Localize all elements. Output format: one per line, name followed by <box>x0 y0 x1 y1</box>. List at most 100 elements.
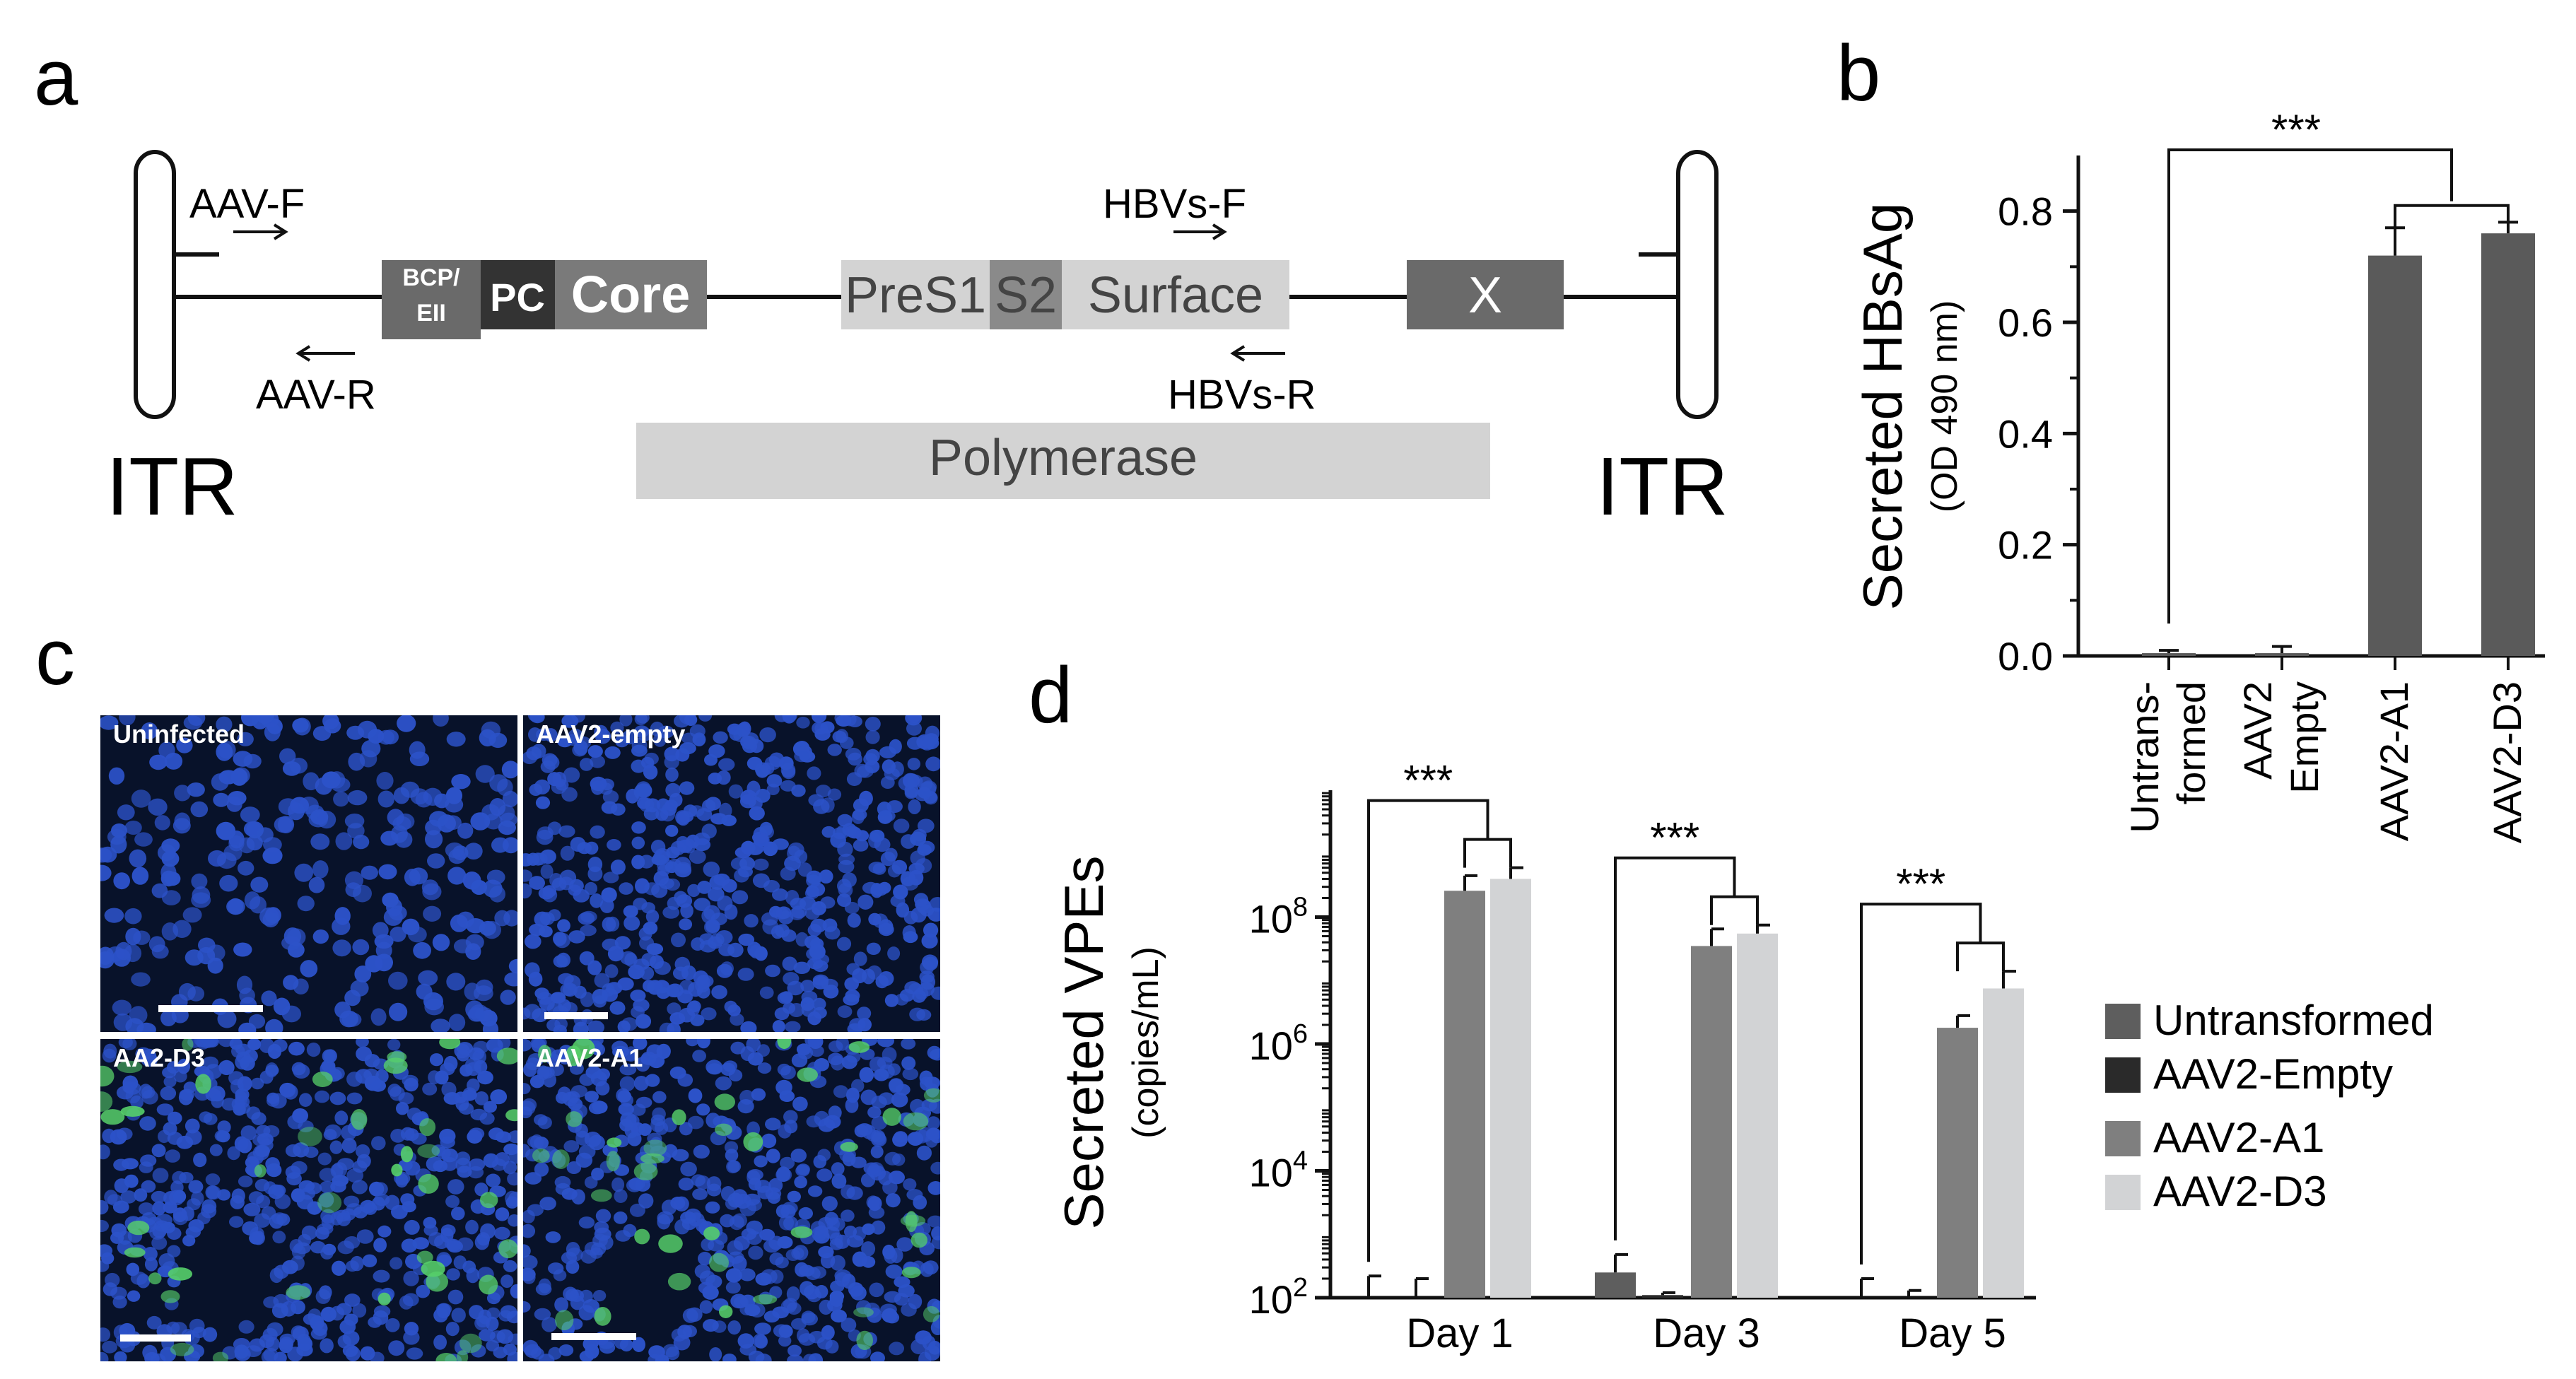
nucleus <box>237 732 254 746</box>
nucleus <box>119 715 136 726</box>
nucleus <box>322 715 339 729</box>
nucleus <box>677 811 694 823</box>
nucleus <box>790 1149 807 1163</box>
y-tick-label: 102 <box>1249 1273 1308 1322</box>
nucleus <box>209 1144 223 1156</box>
nucleus <box>861 1241 876 1257</box>
nucleus <box>595 728 611 744</box>
nucleus <box>269 1214 284 1229</box>
nucleus <box>884 768 900 780</box>
nucleus <box>775 1257 789 1269</box>
nucleus <box>315 1227 330 1240</box>
nucleus <box>523 869 533 882</box>
nucleus <box>523 1244 531 1258</box>
nucleus <box>554 1297 568 1313</box>
nucleus <box>377 1225 392 1238</box>
nucleus <box>372 922 389 939</box>
nucleus <box>336 1303 352 1315</box>
nucleus <box>527 715 545 722</box>
nucleus <box>273 997 291 1016</box>
nucleus <box>445 1322 459 1337</box>
nucleus <box>865 760 880 773</box>
nucleus <box>297 896 315 912</box>
gfp-cell <box>496 1048 517 1064</box>
nucleus <box>732 890 749 905</box>
gfp-cell <box>714 1093 735 1110</box>
nucleus <box>274 1351 287 1361</box>
nucleus <box>298 1093 312 1107</box>
nucleus <box>142 1048 157 1064</box>
significance-bracket <box>1463 838 1512 868</box>
nucleus <box>755 1354 772 1361</box>
nucleus <box>395 1173 409 1188</box>
micro-tile-label: Uninfected <box>113 720 245 749</box>
nucleus <box>203 1113 218 1125</box>
significance-stars: *** <box>1403 757 1453 804</box>
cell-field <box>100 715 517 1032</box>
nucleus <box>719 802 732 818</box>
nucleus <box>757 1062 772 1074</box>
gfp-cell <box>607 1137 622 1148</box>
nucleus <box>403 1270 419 1286</box>
nucleus <box>727 1160 742 1173</box>
nucleus <box>781 929 797 942</box>
gfp-cell <box>634 1228 650 1245</box>
chart-b: 0.0 0.2 0.4 0.6 0.8 Secreted HBsAg (OD 490 nm)… <box>1851 106 2545 843</box>
panel-letter-d: d <box>1029 651 1072 739</box>
gfp-cell <box>555 1310 574 1331</box>
gfp-cell <box>120 1105 145 1117</box>
nucleus <box>590 755 605 768</box>
nucleus <box>231 1098 245 1110</box>
nucleus <box>134 832 153 847</box>
nucleus <box>288 1041 305 1056</box>
bcp-label-line2: EII <box>416 300 446 327</box>
nucleus <box>300 960 318 978</box>
nucleus <box>805 1267 821 1281</box>
nucleus <box>829 1238 843 1250</box>
nucleus <box>250 876 269 893</box>
nucleus <box>523 1106 532 1119</box>
gfp-cell <box>903 1112 929 1131</box>
nucleus <box>631 836 645 850</box>
nucleus <box>292 1108 308 1123</box>
nucleus <box>614 936 631 950</box>
nucleus <box>757 1185 773 1199</box>
nucleus <box>446 973 466 991</box>
nucleus <box>568 884 582 896</box>
nucleus <box>879 746 896 758</box>
nucleus <box>816 1168 833 1182</box>
nucleus <box>621 729 638 745</box>
nucleus <box>131 790 151 808</box>
surface-block <box>1062 260 1289 329</box>
gfp-cell <box>719 1305 733 1318</box>
nucleus <box>279 748 296 765</box>
nucleus <box>763 1310 780 1323</box>
nucleus <box>303 772 320 791</box>
nucleus <box>617 1020 631 1032</box>
nucleus <box>154 815 170 831</box>
nucleus <box>505 1190 517 1207</box>
nucleus <box>753 858 769 871</box>
nucleus <box>580 925 597 937</box>
nucleus <box>537 992 554 1005</box>
nucleus <box>916 1145 932 1161</box>
nucleus <box>645 910 660 924</box>
nucleus <box>863 1302 880 1318</box>
nucleus <box>507 1172 517 1186</box>
nucleus <box>387 809 404 826</box>
nucleus <box>846 1186 863 1200</box>
nucleus <box>503 1161 517 1175</box>
nucleus <box>810 1221 826 1236</box>
panel-letter-a: a <box>34 33 78 122</box>
nucleus <box>813 799 830 814</box>
nucleus <box>904 787 918 799</box>
nucleus <box>746 1220 763 1235</box>
nucleus <box>770 1269 784 1284</box>
nucleus <box>761 1133 777 1149</box>
nucleus <box>259 1039 275 1053</box>
nucleus <box>894 1131 908 1143</box>
nucleus <box>827 744 842 756</box>
nucleus <box>256 715 274 724</box>
nucleus <box>877 1039 894 1048</box>
nucleus <box>341 1125 357 1141</box>
